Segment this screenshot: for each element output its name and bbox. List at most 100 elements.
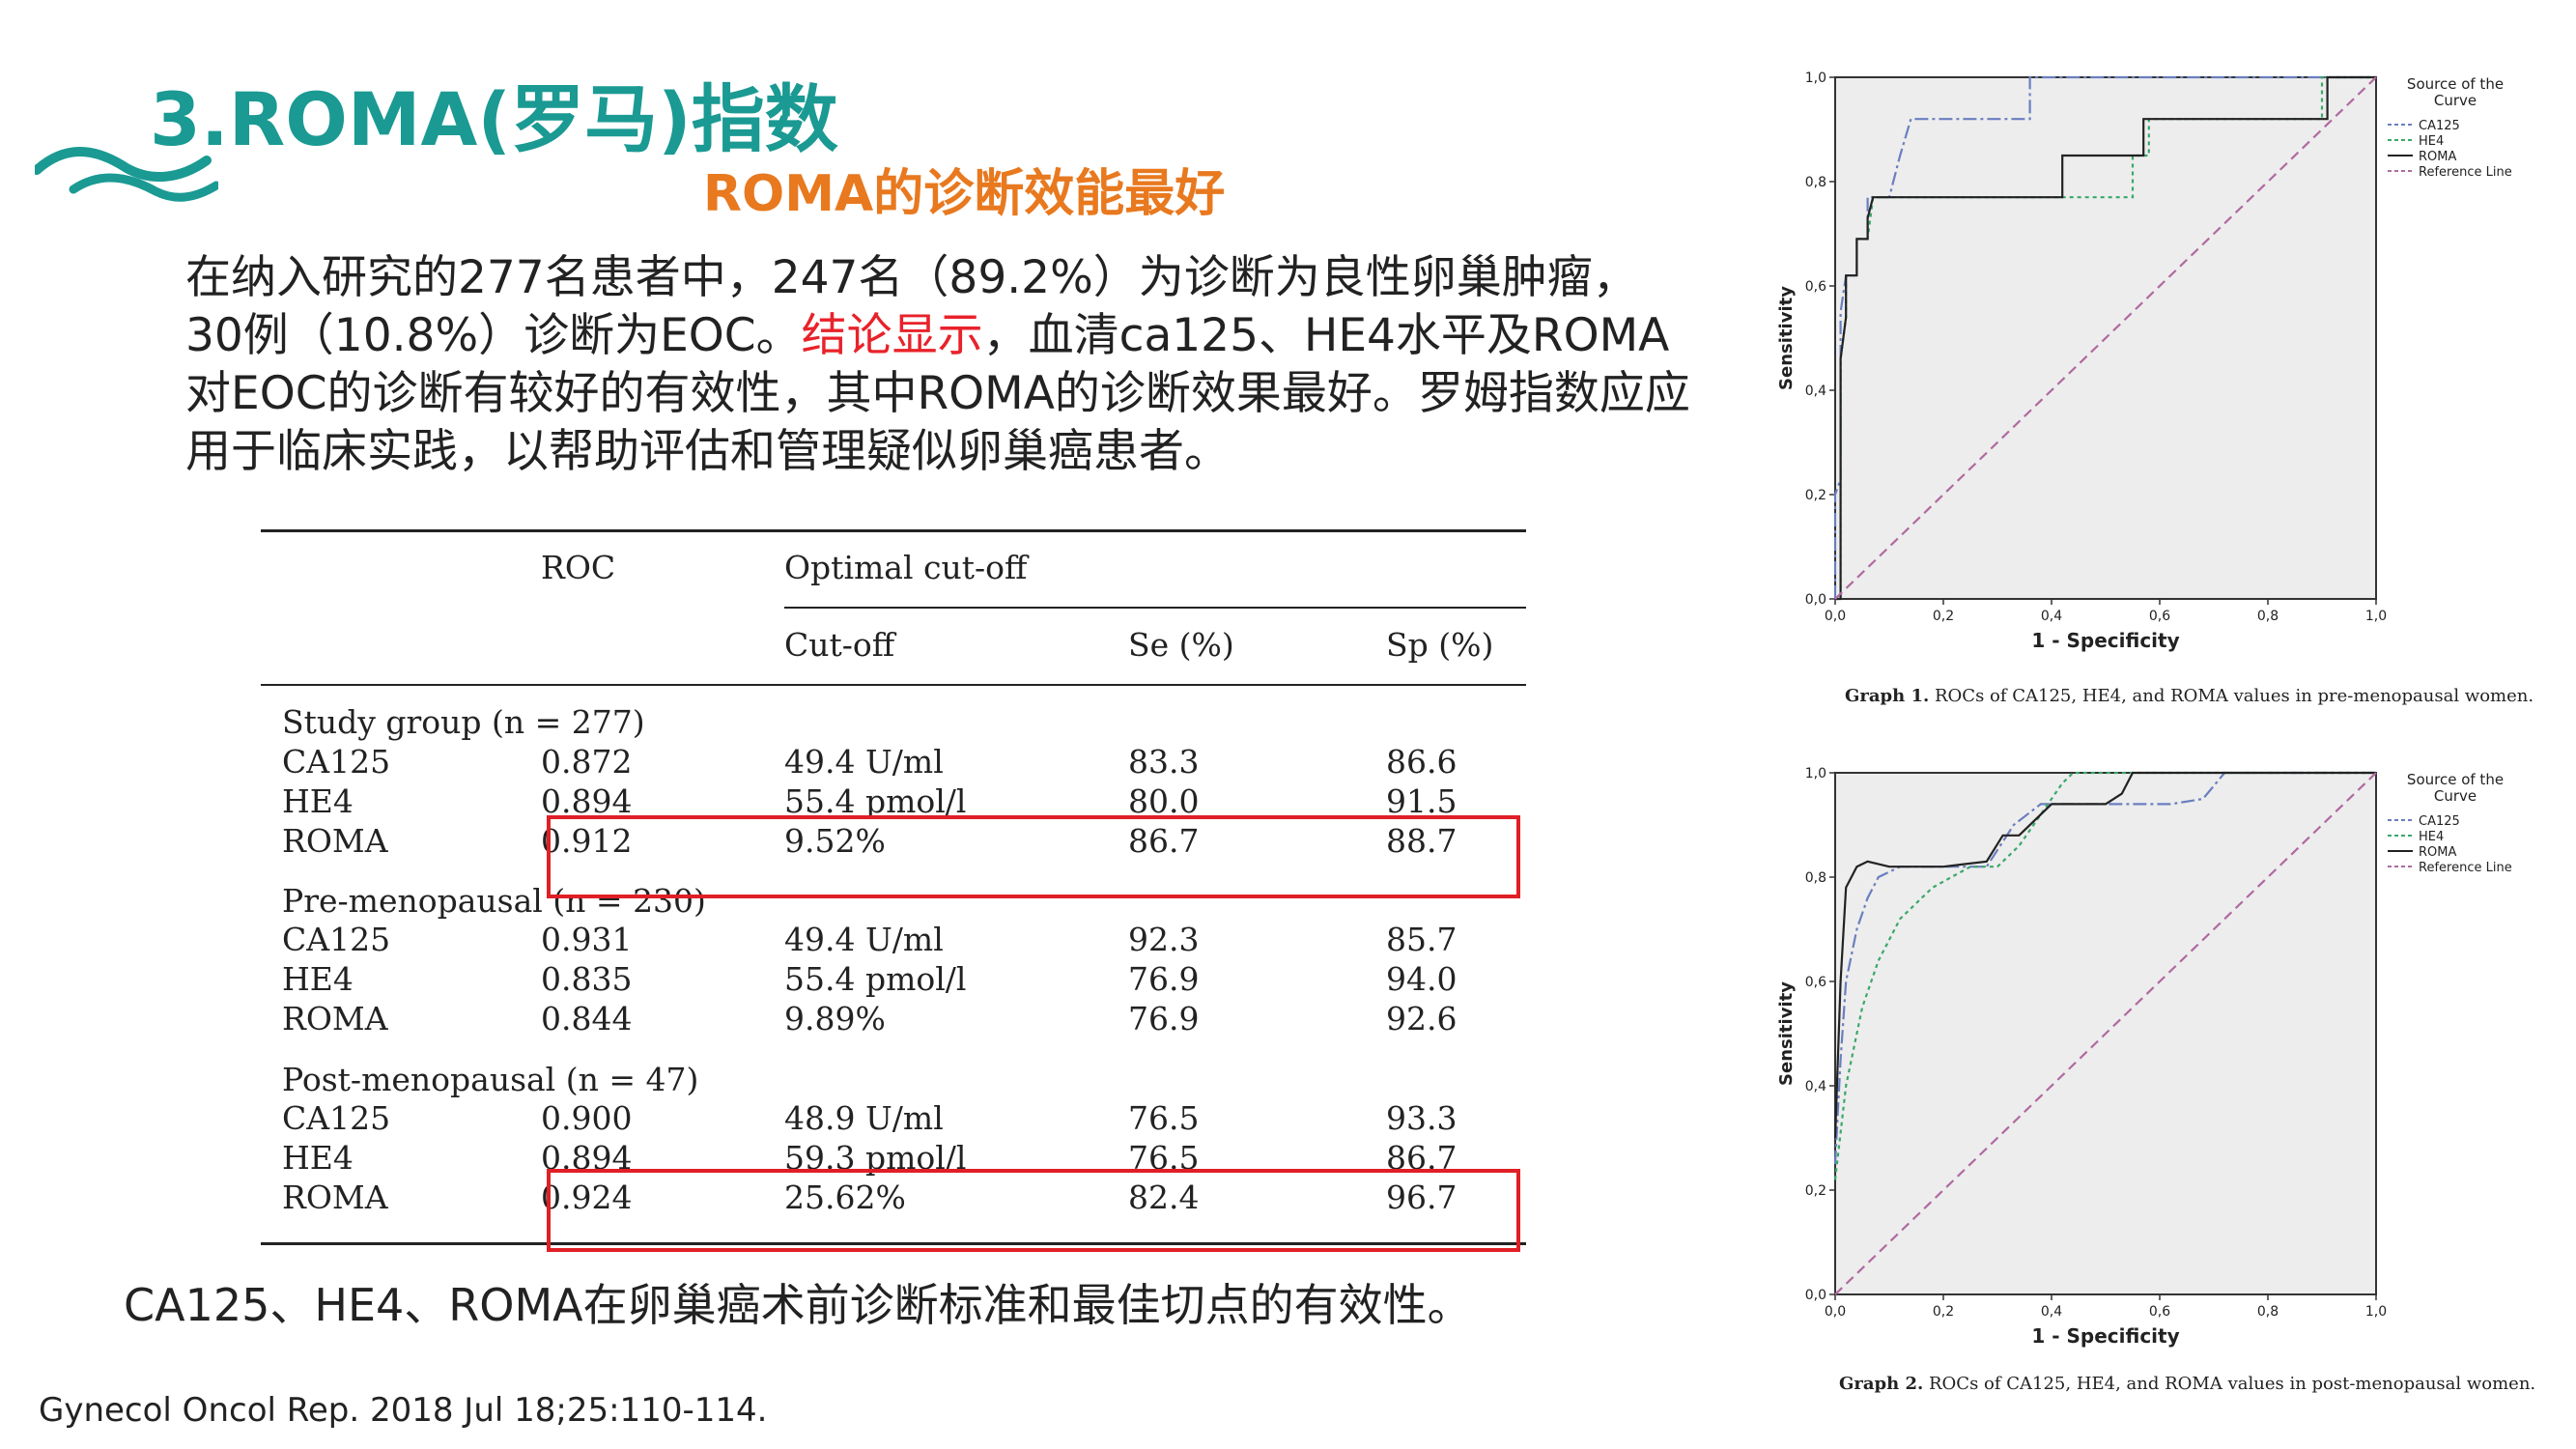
row-name: CA125: [282, 743, 391, 781]
header-bottom-rule: [261, 684, 1526, 686]
row-name: HE4: [282, 782, 354, 820]
series-line-reference-line: [1834, 76, 2377, 600]
table-caption: CA125、HE4、ROMA在卵巢癌术前诊断标准和最佳切点的有效性。: [124, 1279, 1472, 1331]
y-tick-label: 0,4: [1805, 384, 1826, 399]
x-tick-label: 0,8: [2257, 1304, 2279, 1320]
header-se: Se (%): [1128, 626, 1234, 664]
x-tick-label: 0,0: [1825, 609, 1846, 624]
row-roc: 0.912: [541, 822, 633, 860]
row-name: HE4: [282, 1139, 354, 1177]
row-cutoff: 25.62%: [784, 1179, 906, 1216]
x-tick-label: 0,6: [2149, 609, 2170, 624]
series-line-roma: [1835, 75, 2376, 601]
header-optimal: Optimal cut-off: [784, 549, 1028, 586]
row-cutoff: 9.52%: [784, 822, 886, 860]
highlight-box-study-roma: [547, 815, 1520, 898]
row-cutoff: 55.4 pmol/l: [784, 782, 967, 820]
row-name: CA125: [282, 921, 391, 958]
page-title: 3.ROMA(罗马)指数: [150, 76, 838, 162]
graph-1-caption-bold: Graph 1.: [1845, 686, 1930, 706]
row-roc: 0.924: [541, 1179, 633, 1216]
row-se: 86.7: [1128, 822, 1200, 860]
y-tick-label: 0,0: [1805, 592, 1826, 608]
row-cutoff: 48.9 U/ml: [784, 1099, 944, 1137]
y-tick-label: 0,2: [1805, 488, 1826, 503]
row-name: ROMA: [282, 822, 388, 860]
row-name: ROMA: [282, 1179, 388, 1216]
row-se: 80.0: [1128, 782, 1200, 820]
row-roc: 0.894: [541, 782, 633, 820]
row-se: 76.9: [1128, 1000, 1200, 1037]
y-tick-label: 0,8: [1805, 870, 1826, 886]
y-tick-label: 0,2: [1805, 1183, 1826, 1199]
citation: Gynecol Oncol Rep. 2018 Jul 18;25:110-11…: [39, 1391, 768, 1430]
table-bottom-rule: [261, 1242, 1526, 1245]
group-label: Post-menopausal (n = 47): [282, 1061, 699, 1098]
y-axis-label: Sensitivity: [1776, 981, 1797, 1086]
legend-title-line2: Curve: [2434, 787, 2477, 805]
legend-label: Reference Line: [2419, 165, 2512, 180]
row-se: 92.3: [1128, 921, 1200, 958]
legend-title: Source of the: [2407, 75, 2504, 93]
row-roc: 0.844: [541, 1000, 633, 1037]
row-sp: 91.5: [1386, 782, 1458, 820]
x-tick-label: 0,6: [2149, 1304, 2170, 1320]
x-axis-label: 1 - Specificity: [2031, 629, 2179, 652]
row-sp: 92.6: [1386, 1000, 1458, 1037]
table-top-rule: [261, 529, 1526, 532]
row-cutoff: 55.4 pmol/l: [784, 960, 967, 998]
legend-label: CA125: [2419, 119, 2460, 133]
graph-2-caption: Graph 2. ROCs of CA125, HE4, and ROMA va…: [1839, 1374, 2535, 1394]
y-tick-label: 1,0: [1805, 766, 1826, 781]
header-sp: Sp (%): [1386, 626, 1494, 664]
roc-graph-post-menopausal: 0,0 0,2 0,4 0,6 0,8 1,0 0,0 0,2 0,4 0,6 0,8 1,0 1 - …: [1768, 734, 2560, 1372]
row-se: 82.4: [1128, 1179, 1200, 1216]
legend-label: HE4: [2419, 830, 2444, 844]
row-cutoff: 9.89%: [784, 1000, 886, 1037]
series-line-ca125: [1833, 771, 2376, 1165]
series-line-reference-line: [1834, 772, 2377, 1295]
y-tick-label: 0,4: [1805, 1079, 1826, 1094]
row-se: 76.9: [1128, 960, 1200, 998]
wave-logo-icon: [35, 147, 218, 202]
header-roc: ROC: [541, 549, 616, 586]
row-name: CA125: [282, 1099, 391, 1137]
row-sp: 96.7: [1386, 1179, 1458, 1216]
legend-label: CA125: [2419, 814, 2460, 829]
row-se: 83.3: [1128, 743, 1200, 781]
x-tick-label: 0,2: [1933, 1304, 1954, 1320]
y-tick-label: 0,0: [1805, 1288, 1826, 1303]
x-tick-label: 0,4: [2041, 1304, 2062, 1320]
y-tick-label: 1,0: [1805, 71, 1826, 86]
x-tick-label: 1,0: [2365, 1304, 2387, 1320]
row-sp: 88.7: [1386, 822, 1458, 860]
summary-paragraph: 在纳入研究的277名患者中，247名（89.2%）为诊断为良性卵巢肿瘤，30例（…: [185, 249, 1692, 481]
y-axis-label: Sensitivity: [1776, 286, 1797, 390]
row-sp: 85.7: [1386, 921, 1458, 958]
graph-1-caption-text: ROCs of CA125, HE4, and ROMA values in p…: [1934, 686, 2534, 706]
roc-chart-2: 0,0 0,2 0,4 0,6 0,8 1,0 0,0 0,2 0,4 0,6 0,8 1,0 1 - …: [1776, 766, 2512, 1348]
x-tick-label: 0,0: [1825, 1304, 1846, 1320]
legend-title: Source of the: [2407, 771, 2504, 788]
page-subtitle: ROMA的诊断效能最好: [703, 165, 1226, 223]
row-name: ROMA: [282, 1000, 388, 1037]
summary-part-2: ，血清ca125、HE4水平及ROMA对EOC的诊断有较好的有效性，其中ROMA…: [185, 309, 1690, 478]
summary-highlight: 结论显示: [801, 309, 983, 362]
x-tick-label: 0,4: [2041, 609, 2062, 624]
graph-1-caption: Graph 1. ROCs of CA125, HE4, and ROMA va…: [1845, 686, 2534, 706]
y-tick-label: 0,8: [1805, 175, 1826, 190]
row-sp: 94.0: [1386, 960, 1458, 998]
legend-label: ROMA: [2419, 845, 2456, 860]
legend-label: Reference Line: [2419, 861, 2512, 875]
row-cutoff: 49.4 U/ml: [784, 921, 944, 958]
row-roc: 0.872: [541, 743, 633, 781]
group-label: Pre-menopausal (n = 230): [282, 882, 706, 920]
row-cutoff: 49.4 U/ml: [784, 743, 944, 781]
row-roc: 0.900: [541, 1099, 633, 1137]
row-name: HE4: [282, 960, 354, 998]
x-axis-label: 1 - Specificity: [2031, 1324, 2179, 1348]
y-tick-label: 0,6: [1805, 279, 1826, 295]
summary-part-1: 在纳入研究的277名患者中，247名（89.2%）为诊断为良性卵巢肿瘤，30例（…: [185, 251, 1638, 362]
roc-graph-pre-menopausal: 0,0 0,2 0,4 0,6 0,8 1,0 0,0 0,2 0,4 0,6 0,8 1,0 1 - …: [1768, 39, 2560, 676]
legend-label: ROMA: [2419, 150, 2456, 164]
